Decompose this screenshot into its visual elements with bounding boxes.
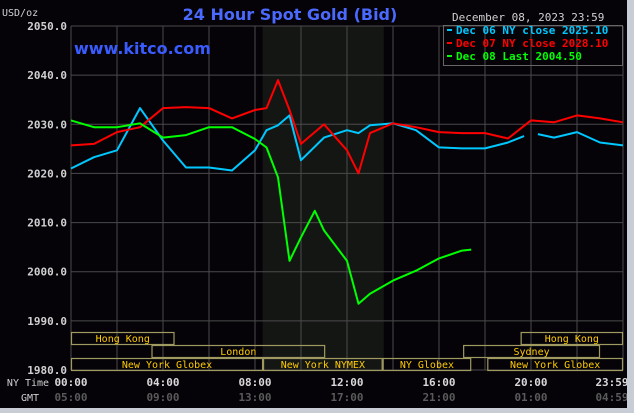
session-box bbox=[151, 344, 326, 359]
session-label: Sydney bbox=[514, 347, 550, 358]
legend-entry: Dec 06 NY close 2025.10 bbox=[456, 24, 608, 37]
session-label: New York Globex bbox=[510, 360, 600, 371]
session-box bbox=[70, 331, 175, 346]
x-tick-label: 05:00 bbox=[54, 391, 87, 404]
x-tick-label: 01:00 bbox=[514, 391, 547, 404]
session-box bbox=[262, 357, 383, 372]
y-tick-label: 1980.0 bbox=[27, 364, 67, 377]
chart-title: 24 Hour Spot Gold (Bid) bbox=[183, 5, 398, 24]
nymex-highlight bbox=[262, 26, 384, 370]
session-box bbox=[487, 357, 624, 372]
session-box bbox=[382, 357, 472, 372]
x-axis-row-label: NY Time bbox=[7, 378, 49, 389]
x-tick-label: 12:00 bbox=[330, 376, 363, 389]
x-tick-label: 13:00 bbox=[238, 391, 271, 404]
legend-box bbox=[443, 25, 623, 66]
legend-swatch bbox=[447, 42, 452, 44]
y-axis-label: USD/oz bbox=[2, 8, 38, 19]
session-label: New York Globex bbox=[122, 360, 212, 371]
timestamp: December 08, 2023 23:59 bbox=[452, 11, 604, 24]
y-tick-label: 2020.0 bbox=[27, 167, 67, 180]
session-box bbox=[520, 331, 624, 346]
y-tick-label: 2030.0 bbox=[27, 118, 67, 131]
legend-entry: Dec 08 Last 2004.50 bbox=[456, 50, 582, 63]
session-label: New York NYMEX bbox=[281, 360, 365, 371]
gold-chart: Hong Kong Hong Kong London Sydney New York G… bbox=[0, 0, 627, 408]
session-box bbox=[463, 344, 601, 359]
y-tick-label: 2050.0 bbox=[27, 20, 67, 33]
legend-entry: Dec 07 NY close 2028.10 bbox=[456, 37, 608, 50]
session-box bbox=[70, 357, 264, 372]
y-tick-label: 1990.0 bbox=[27, 315, 67, 328]
x-tick-label: 17:00 bbox=[330, 391, 363, 404]
x-tick-label: 00:00 bbox=[54, 376, 87, 389]
chart-svg: Hong Kong Hong Kong London Sydney New York G… bbox=[2, 5, 627, 404]
x-tick-label: 21:00 bbox=[422, 391, 455, 404]
watermark: www.kitco.com bbox=[74, 39, 211, 58]
x-tick-label: 20:00 bbox=[514, 376, 547, 389]
series-line-2 bbox=[70, 119, 472, 305]
x-axis-row-label: GMT bbox=[21, 393, 39, 404]
x-tick-label: 09:00 bbox=[146, 391, 179, 404]
session-label: Hong Kong bbox=[545, 334, 599, 345]
x-tick-label: 08:00 bbox=[238, 376, 271, 389]
x-tick-label: 23:59 bbox=[595, 376, 627, 389]
series-line-1 bbox=[70, 79, 624, 175]
y-tick-label: 2010.0 bbox=[27, 217, 67, 230]
y-tick-label: 2000.0 bbox=[27, 266, 67, 279]
x-tick-label: 04:00 bbox=[146, 376, 179, 389]
session-label: London bbox=[220, 347, 256, 358]
x-tick-label: 16:00 bbox=[422, 376, 455, 389]
legend-swatch bbox=[447, 29, 452, 31]
x-tick-label: 04:59 bbox=[595, 391, 627, 404]
session-label: NY Globex bbox=[400, 360, 454, 371]
session-label: Hong Kong bbox=[96, 334, 150, 345]
y-tick-label: 2040.0 bbox=[27, 69, 67, 82]
legend-swatch bbox=[447, 55, 452, 57]
